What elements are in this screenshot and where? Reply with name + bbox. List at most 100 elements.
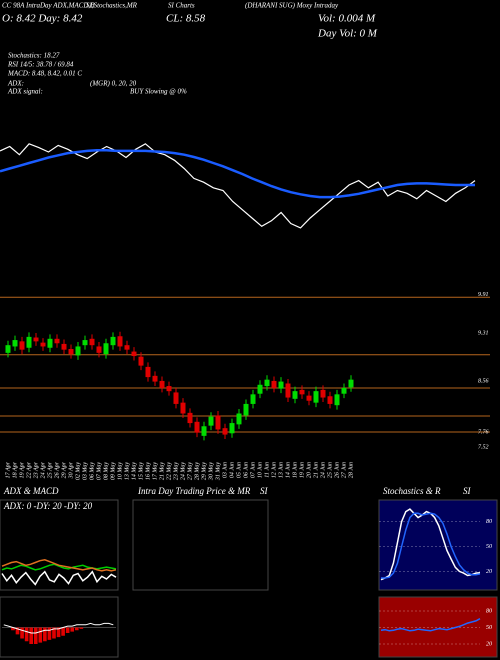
candle-body bbox=[306, 395, 312, 401]
x-tick-label: 05 Jun bbox=[236, 462, 242, 478]
candle-body bbox=[61, 343, 67, 350]
x-tick-label: 27 Jun bbox=[341, 462, 347, 478]
panel-frame bbox=[378, 596, 498, 658]
candle-body bbox=[117, 336, 123, 347]
candle-body bbox=[180, 402, 186, 414]
header-text: SI,Stochastics,MR bbox=[86, 2, 138, 10]
macd-bar bbox=[38, 627, 43, 643]
panel-frame bbox=[0, 596, 119, 658]
macd-bar bbox=[61, 627, 65, 636]
candle-body bbox=[222, 428, 228, 435]
x-tick-label: 15 May bbox=[138, 462, 144, 480]
series-line bbox=[1, 559, 117, 572]
x-tick-label: 22 May bbox=[166, 462, 172, 480]
x-tick-label: 09 May bbox=[110, 462, 116, 480]
candle-body bbox=[292, 391, 298, 399]
x-tick-label: 03 Jun bbox=[222, 462, 228, 478]
x-tick-label: 28 Jun bbox=[348, 462, 354, 478]
y-tick-label: 9.91 bbox=[478, 292, 489, 298]
series-line bbox=[1, 570, 117, 586]
x-tick-label: 25 Apr bbox=[47, 461, 53, 478]
series-line bbox=[0, 143, 476, 229]
x-tick-label: 10 Jun bbox=[257, 462, 263, 478]
panel-title: Stochastics & R bbox=[383, 486, 441, 496]
candle-body bbox=[327, 396, 333, 404]
x-tick-label: 13 May bbox=[124, 462, 130, 480]
candle-body bbox=[19, 341, 25, 350]
macd-bar bbox=[20, 627, 24, 639]
x-tick-label: 13 Jun bbox=[278, 462, 284, 478]
panel-title: Intra Day Trading Price & MR bbox=[137, 486, 251, 496]
series-line bbox=[380, 618, 481, 632]
macd-bar bbox=[56, 627, 61, 638]
x-tick-label: 30 May bbox=[208, 462, 214, 481]
x-tick-label: 11 Jun bbox=[264, 462, 270, 478]
candle-body bbox=[54, 338, 60, 344]
macd-bar bbox=[52, 627, 56, 639]
y-tick-label: 80 bbox=[486, 519, 492, 525]
y-tick-label: 7.76 bbox=[478, 429, 489, 435]
adx-signal: BUY Slowing @ 0% bbox=[130, 88, 187, 96]
candle-body bbox=[68, 349, 74, 355]
macd-bar bbox=[43, 627, 47, 642]
candle-body bbox=[201, 426, 207, 436]
open-price: O: 8.42 Day: 8.42 bbox=[2, 13, 83, 25]
macd-text: MACD: 8.48, 8.42, 0.01 C bbox=[7, 70, 82, 78]
x-tick-label: 08 May bbox=[103, 462, 109, 480]
candle-body bbox=[166, 386, 172, 392]
x-tick-label: 03 May bbox=[82, 462, 88, 480]
y-tick-label: 8.56 bbox=[478, 378, 489, 384]
candle-body bbox=[334, 394, 340, 406]
rsi-text: RSI 14/5: 38.78 / 69.84 bbox=[7, 61, 74, 69]
macd-bar bbox=[29, 627, 34, 644]
x-tick-label: 26 Jun bbox=[334, 462, 340, 478]
candle-body bbox=[278, 381, 284, 389]
x-tick-label: 06 May bbox=[89, 462, 95, 480]
y-tick-label: 50 bbox=[486, 625, 492, 631]
stoch-text: Stochastics: 18.27 bbox=[8, 52, 60, 60]
adx-values: (MGR) 0, 20, 20 bbox=[90, 80, 137, 88]
candle-body bbox=[26, 336, 32, 348]
x-tick-label: 23 May bbox=[173, 462, 179, 480]
candle-body bbox=[264, 379, 270, 387]
candle-body bbox=[187, 412, 193, 424]
macd-bar bbox=[70, 627, 75, 632]
x-tick-label: 27 May bbox=[187, 462, 193, 480]
y-tick-label: 20 bbox=[486, 569, 492, 575]
x-tick-label: 02 May bbox=[75, 462, 81, 480]
candle-body bbox=[285, 383, 291, 398]
series-line bbox=[1, 563, 117, 571]
x-tick-label: 30 Apr bbox=[68, 461, 74, 479]
x-tick-label: 14 May bbox=[130, 462, 137, 480]
x-tick-label: 25 Jun bbox=[327, 462, 333, 478]
macd-bar bbox=[47, 627, 52, 640]
header-text: SI Charts bbox=[168, 2, 195, 10]
candle-body bbox=[250, 394, 256, 404]
candle-body bbox=[320, 389, 326, 398]
x-tick-label: 14 Jun bbox=[284, 462, 291, 478]
x-tick-label: 18 Apr bbox=[12, 461, 18, 478]
y-tick-label: 50 bbox=[486, 544, 492, 550]
x-tick-label: 26 Apr bbox=[54, 461, 60, 478]
x-tick-label: 10 May bbox=[117, 462, 123, 480]
adx-signal-label: ADX signal: bbox=[7, 88, 43, 96]
x-tick-label: 21 Jun bbox=[313, 462, 319, 478]
day-volume: Day Vol: 0 M bbox=[317, 28, 378, 40]
macd-bar bbox=[79, 627, 84, 629]
candle-body bbox=[5, 345, 11, 353]
volume: Vol: 0.004 M bbox=[318, 13, 376, 25]
candle-body bbox=[131, 351, 137, 357]
macd-bar bbox=[15, 627, 20, 635]
x-tick-label: 12 Jun bbox=[271, 462, 277, 478]
candle-body bbox=[110, 336, 116, 346]
candle-body bbox=[145, 366, 151, 378]
y-tick-label: 7.52 bbox=[478, 445, 489, 451]
candle-body bbox=[243, 403, 249, 416]
y-tick-label: 9.31 bbox=[478, 330, 489, 336]
x-tick-label: 24 May bbox=[179, 462, 186, 480]
candle-body bbox=[33, 337, 39, 342]
candle-body bbox=[313, 391, 319, 403]
series-line bbox=[381, 512, 481, 579]
x-tick-label: 07 Jun bbox=[250, 462, 256, 478]
candle-body bbox=[103, 343, 109, 355]
